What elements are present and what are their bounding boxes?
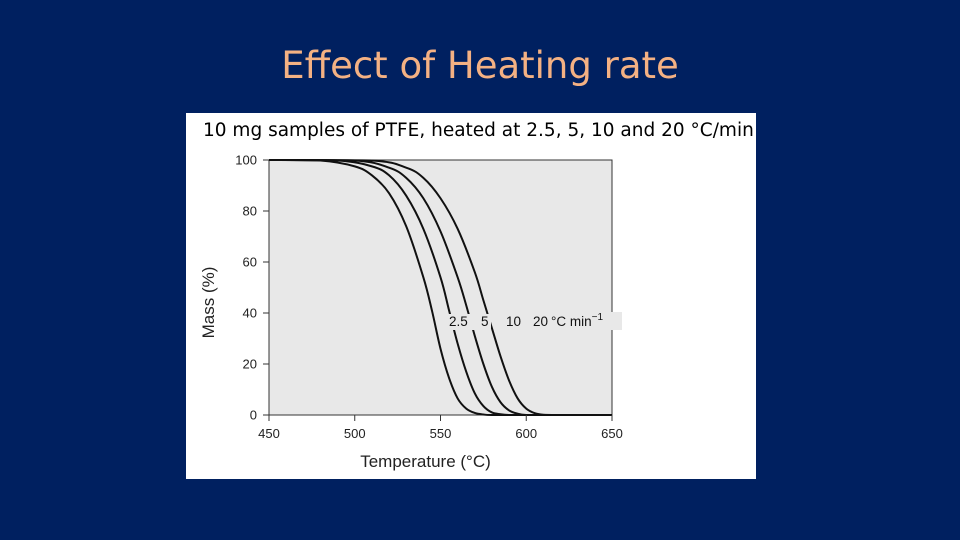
series-label-bg — [504, 314, 524, 330]
series-label-bg — [447, 314, 475, 330]
y-tick-label: 60 — [243, 255, 257, 270]
chart-figure: 450 500 550 600 650 0 20 40 60 80 100 2.5 5 10 20 °C … — [186, 113, 756, 479]
x-axis-title: Temperature (°C) — [360, 452, 491, 471]
series-label-bg — [479, 314, 491, 330]
series-label-10: 10 — [506, 314, 521, 329]
x-axis-ticks: 450 500 550 600 650 — [258, 415, 623, 441]
x-tick-label: 500 — [344, 426, 366, 441]
series-line-10 — [268, 159, 612, 417]
y-tick-label: 80 — [243, 204, 257, 219]
x-tick-label: 600 — [515, 426, 537, 441]
y-tick-label: 100 — [235, 153, 257, 168]
plot-frame — [268, 159, 613, 416]
series-label-20: 20 — [533, 314, 548, 329]
series-unit-label: °C min−1 — [551, 312, 603, 329]
series-label-5: 5 — [481, 314, 489, 329]
plot-area — [268, 159, 613, 416]
y-tick-label: 20 — [243, 357, 257, 372]
series-label-bg — [531, 314, 551, 330]
y-tick-label: 0 — [250, 408, 257, 423]
series-line-2-5 — [268, 159, 612, 417]
slide-title: Effect of Heating rate — [281, 44, 679, 87]
unit-label-bg — [550, 312, 622, 330]
y-tick-label: 40 — [243, 306, 257, 321]
x-tick-label: 550 — [430, 426, 452, 441]
y-axis-ticks: 0 20 40 60 80 100 — [235, 153, 269, 423]
x-tick-label: 650 — [601, 426, 623, 441]
y-axis-title: Mass (%) — [199, 267, 218, 339]
series-labels: 2.5 5 10 20 °C min−1 — [447, 312, 622, 330]
curves — [268, 159, 612, 417]
x-tick-label: 450 — [258, 426, 280, 441]
series-line-20 — [268, 159, 612, 416]
series-label-2-5: 2.5 — [449, 314, 468, 329]
figure-caption: 10 mg samples of PTFE, heated at 2.5, 5,… — [203, 120, 754, 141]
series-line-5 — [268, 159, 612, 417]
